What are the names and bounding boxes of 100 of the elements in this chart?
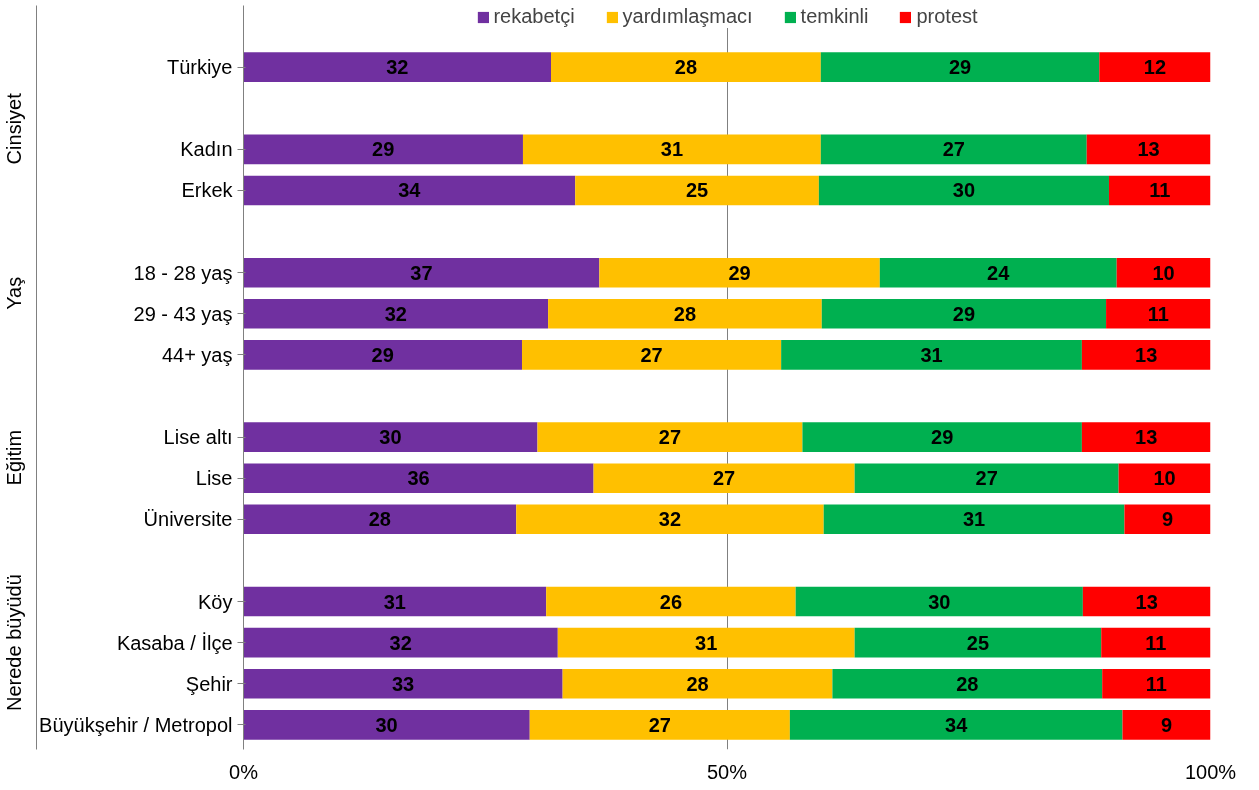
bar <box>599 257 880 288</box>
data-label: 32 <box>658 508 682 531</box>
data-label: 25 <box>685 179 709 202</box>
data-label: 31 <box>660 138 684 161</box>
data-label: 13 <box>1135 343 1158 366</box>
data-label: 27 <box>658 426 682 449</box>
bar <box>795 586 1083 617</box>
x-tick-label: 50% <box>706 760 748 783</box>
bar <box>1118 463 1211 493</box>
bar <box>557 627 855 658</box>
data-label: 29 <box>372 138 395 161</box>
data-label: 27 <box>975 467 998 490</box>
bar <box>516 504 824 535</box>
data-label: 25 <box>966 631 990 654</box>
data-label: 30 <box>952 179 976 202</box>
bar <box>1086 134 1211 165</box>
bar <box>820 52 1100 82</box>
data-label: 13 <box>1135 590 1158 613</box>
bar <box>879 257 1117 288</box>
bar <box>1102 668 1211 699</box>
y-tick-label: 18 - 28 yaş <box>133 261 233 284</box>
bar <box>522 134 821 165</box>
data-label: 30 <box>375 713 398 736</box>
data-label: 13 <box>1137 138 1160 161</box>
y-tick-label: Türkiye <box>166 56 233 79</box>
y-tick-label: Büyükşehir / Metropol <box>39 713 233 736</box>
bar <box>1108 175 1211 206</box>
x-tick-label: 0% <box>229 760 259 783</box>
bar <box>243 627 558 658</box>
text: Eğitim <box>3 429 26 486</box>
data-label: 29 <box>728 261 751 284</box>
data-label: 33 <box>391 672 415 695</box>
data-label: 12 <box>1143 56 1167 79</box>
bar <box>243 504 517 535</box>
bar <box>854 463 1119 493</box>
y-tick-label: 44+ yaş <box>161 343 233 366</box>
data-label: 37 <box>410 261 433 284</box>
bar <box>243 710 530 740</box>
data-label: 34 <box>398 179 422 202</box>
data-label: 24 <box>987 261 1011 284</box>
data-label: 10 <box>1152 261 1175 284</box>
bar <box>548 298 822 329</box>
bar <box>562 668 833 699</box>
bar <box>821 298 1107 329</box>
bar <box>243 463 594 493</box>
data-label: 27 <box>640 343 663 366</box>
bar <box>802 422 1082 452</box>
legend-label: rekabetçi <box>493 5 575 28</box>
text: Nerede büyüdü <box>3 574 26 712</box>
bar <box>1081 340 1211 370</box>
data-label: 27 <box>712 467 736 490</box>
data-label: 32 <box>386 56 409 79</box>
y-tick-label: 29 - 43 yaş <box>133 302 233 325</box>
data-label: 27 <box>942 138 965 161</box>
data-label: 32 <box>389 631 412 654</box>
bar <box>243 134 523 165</box>
bar <box>1124 504 1211 535</box>
data-label: 34 <box>945 713 969 736</box>
y-tick-label: Üniversite <box>143 508 233 531</box>
bar <box>243 422 538 452</box>
data-label: 28 <box>673 302 697 325</box>
data-label: 26 <box>659 590 683 613</box>
x-tick-label: 100% <box>1184 760 1237 783</box>
bar <box>243 298 549 329</box>
bar <box>537 422 803 452</box>
bar <box>820 134 1087 165</box>
text: Cinsiyet <box>3 92 26 165</box>
legend-label: temkinli <box>800 5 869 28</box>
data-label: 29 <box>931 426 954 449</box>
data-label: 11 <box>1149 179 1171 202</box>
y-tick-label: Lise altı <box>163 426 233 449</box>
data-label: 13 <box>1135 426 1158 449</box>
bar <box>546 586 796 617</box>
data-label: 27 <box>648 713 671 736</box>
legend-label: protest <box>916 5 978 28</box>
data-label: 9 <box>1161 508 1174 531</box>
bar <box>243 257 600 288</box>
data-label: 29 <box>371 343 394 366</box>
y-tick-label: Lise <box>195 467 233 490</box>
bar <box>832 668 1103 699</box>
data-label: 28 <box>368 508 391 531</box>
bar <box>243 52 552 82</box>
legend-label: yardımlaşmacı <box>622 5 753 28</box>
data-label: 30 <box>928 590 951 613</box>
data-label: 11 <box>1145 672 1167 695</box>
data-label: 28 <box>956 672 979 695</box>
bar <box>243 586 547 617</box>
bar <box>1116 257 1211 288</box>
data-label: 28 <box>674 56 698 79</box>
data-label: 11 <box>1145 631 1167 654</box>
data-label: 36 <box>407 467 430 490</box>
data-label: 31 <box>962 508 986 531</box>
data-label: 28 <box>686 672 709 695</box>
bar <box>1082 586 1211 617</box>
data-label: 10 <box>1153 467 1176 490</box>
data-label: 32 <box>384 302 407 325</box>
bar <box>529 710 790 740</box>
bar <box>781 340 1082 370</box>
data-label: 30 <box>379 426 402 449</box>
bar <box>818 175 1109 206</box>
